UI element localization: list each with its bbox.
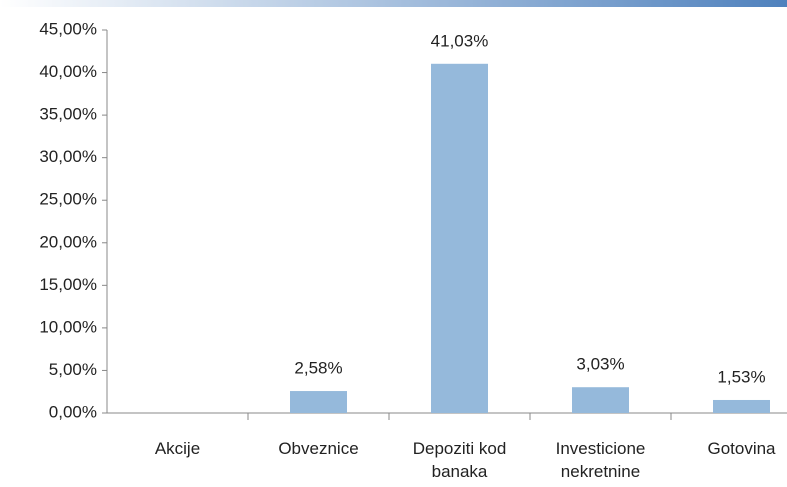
- value-label: 2,58%: [294, 359, 342, 378]
- y-tick-label: 35,00%: [39, 105, 97, 124]
- value-label: 41,03%: [431, 31, 489, 50]
- y-tick-label: 5,00%: [49, 360, 97, 379]
- bar: [713, 399, 770, 413]
- y-tick-label: 40,00%: [39, 62, 97, 81]
- y-tick-label: 45,00%: [39, 19, 97, 38]
- y-tick-label: 10,00%: [39, 317, 97, 336]
- y-tick-label: 0,00%: [49, 402, 97, 421]
- x-tick-label: Obveznice: [278, 439, 359, 458]
- x-tick-label: Akcije: [154, 439, 201, 458]
- bar: [431, 63, 488, 413]
- y-tick-label: 15,00%: [39, 275, 97, 294]
- x-tick-label: Gotovina: [707, 439, 776, 458]
- y-tick-label: 30,00%: [39, 147, 97, 166]
- y-tick-label: 20,00%: [39, 232, 97, 251]
- x-tick-label: Depoziti kod banaka: [412, 439, 507, 481]
- bar: [572, 387, 629, 413]
- value-label: 3,03%: [576, 355, 624, 374]
- y-tick-label: 25,00%: [39, 190, 97, 209]
- x-tick-label: Investicione nekretnine: [555, 439, 646, 481]
- bar: [290, 391, 347, 413]
- value-label: 1,53%: [717, 367, 765, 386]
- header-band: [0, 0, 787, 7]
